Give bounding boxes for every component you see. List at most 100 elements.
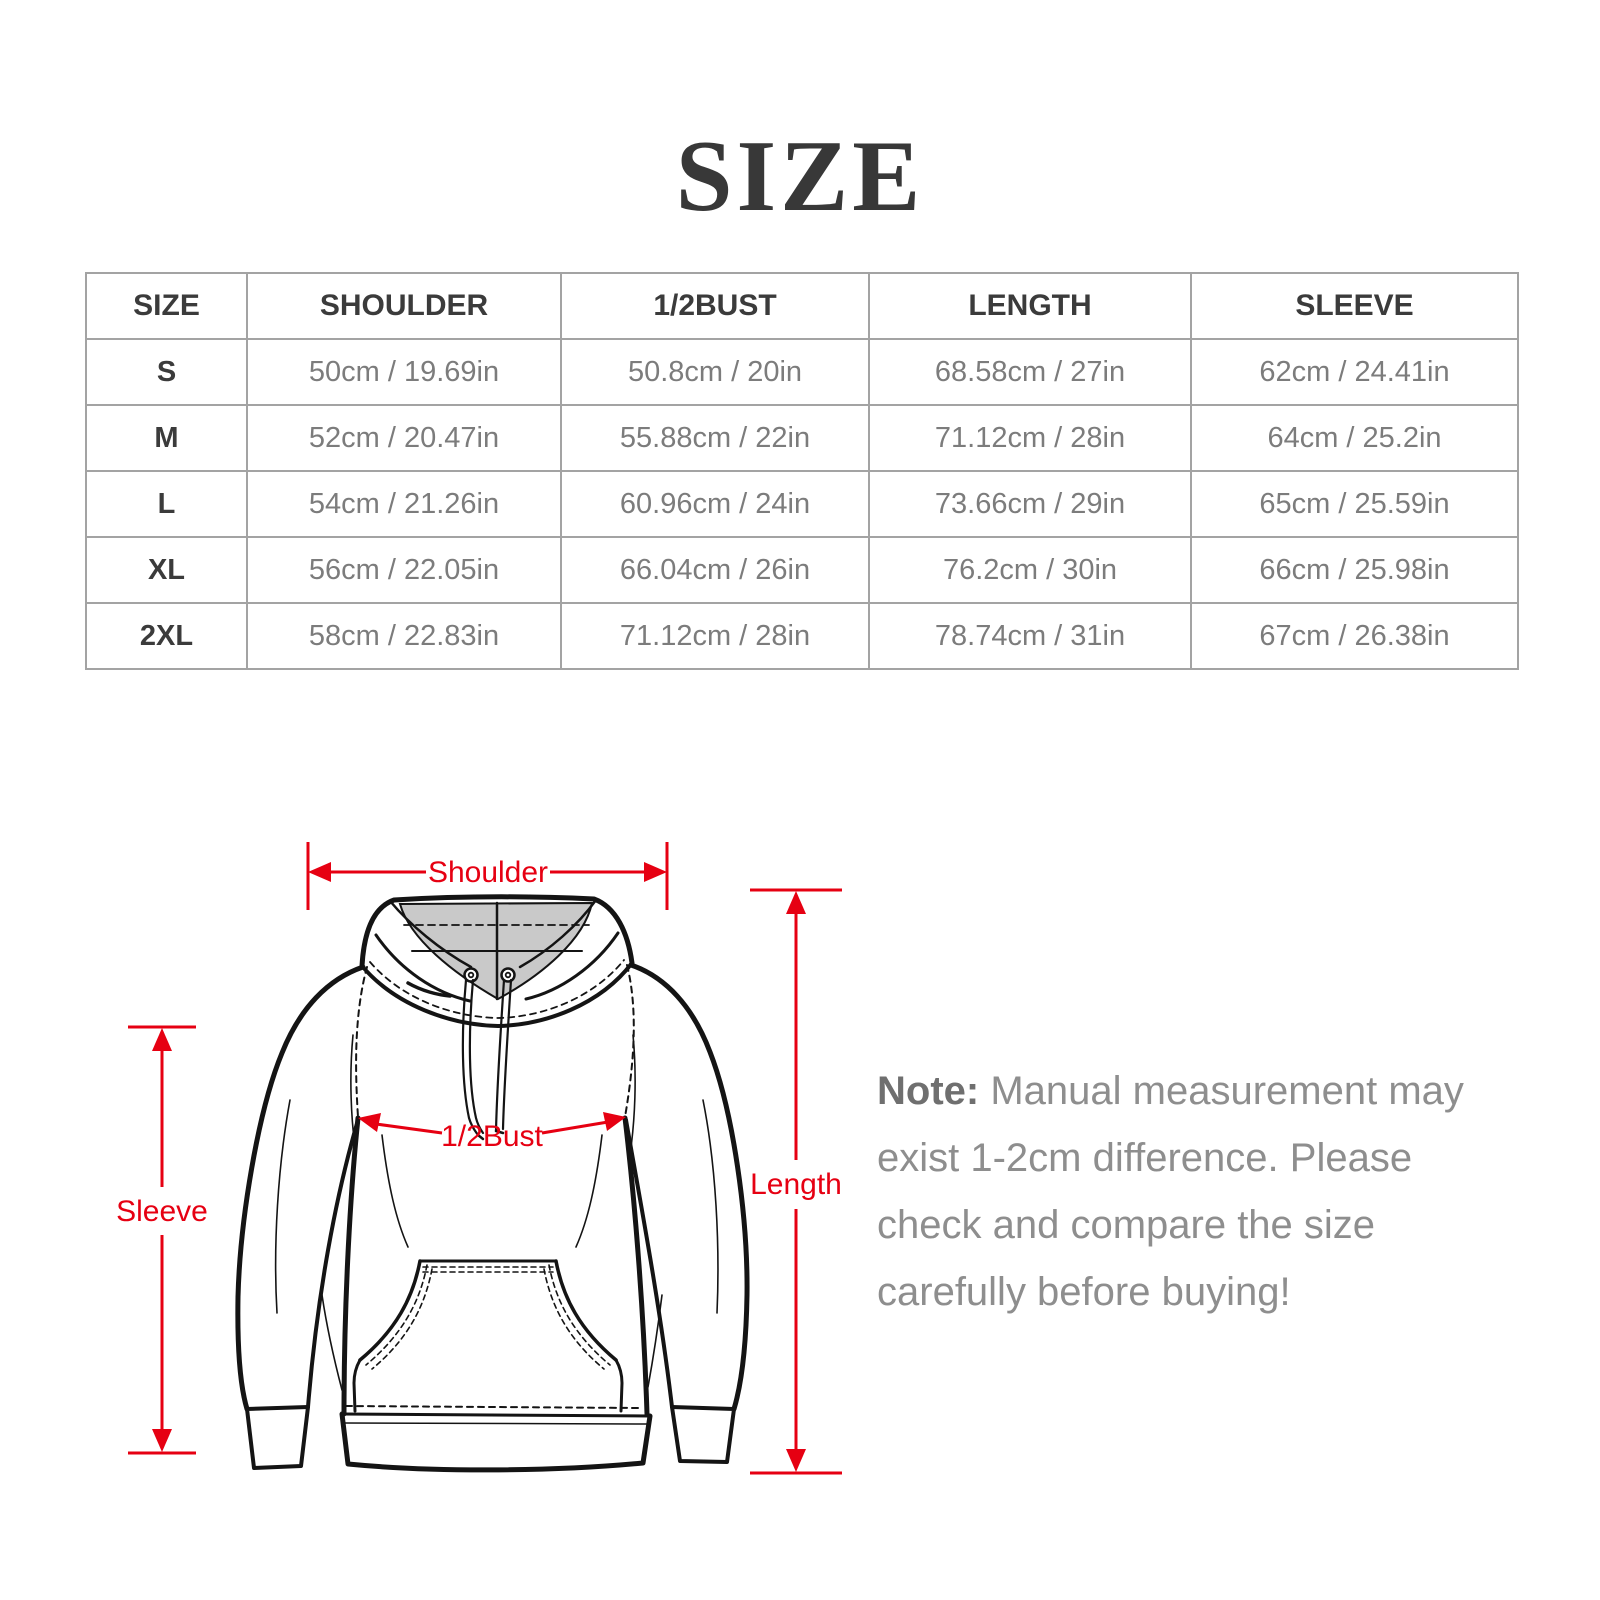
sleeve-left-inner bbox=[306, 1118, 360, 1409]
raglan-seam-left bbox=[355, 966, 368, 1118]
sleeve-left-outer bbox=[235, 964, 366, 1412]
body-left-edge bbox=[341, 1115, 361, 1417]
arrowhead-left bbox=[358, 1113, 381, 1132]
half-bust-label: 1/2Bust bbox=[441, 1120, 543, 1153]
length-label: Length bbox=[750, 1168, 842, 1201]
drawstring-tip bbox=[494, 1129, 505, 1135]
page-title: SIZE bbox=[675, 120, 925, 233]
pocket-stitch bbox=[365, 1264, 428, 1366]
sleeve-right-outer bbox=[628, 962, 750, 1412]
size-table: SIZE SHOULDER 1/2BUST LENGTH SLEEVE S 50… bbox=[85, 272, 1519, 670]
arrowhead-right bbox=[644, 862, 667, 882]
grommet-right bbox=[500, 967, 516, 983]
collar-fold-upper-right bbox=[518, 898, 598, 969]
table-row: XL 56cm / 22.05in 66.04cm / 26in 76.2cm … bbox=[85, 536, 1519, 604]
hem-band-top bbox=[340, 1412, 652, 1418]
sleeve-arrow: Sleeve bbox=[116, 1025, 208, 1455]
arrowhead-up bbox=[786, 891, 806, 914]
cuff-right bbox=[670, 1405, 736, 1464]
sleeve-label: Sleeve bbox=[116, 1195, 208, 1228]
collar-fold-upper-left bbox=[388, 899, 473, 969]
drawstring-right bbox=[494, 978, 506, 1133]
fold-line bbox=[381, 1134, 409, 1248]
cell-shoulder: 58cm / 22.83in bbox=[246, 602, 562, 670]
column-header-size: SIZE bbox=[85, 272, 248, 340]
cell-length: 73.66cm / 29in bbox=[868, 470, 1192, 538]
cell-size: L bbox=[85, 470, 248, 538]
column-header-length: LENGTH bbox=[868, 272, 1192, 340]
cell-sleeve: 62cm / 24.41in bbox=[1190, 338, 1519, 406]
drawstring-left bbox=[468, 978, 485, 1135]
shoulder-label: Shoulder bbox=[428, 856, 548, 889]
collar-stitch bbox=[369, 959, 625, 1019]
raglan-seam-right bbox=[624, 964, 635, 1118]
cell-shoulder: 50cm / 19.69in bbox=[246, 338, 562, 406]
cell-sleeve: 65cm / 25.59in bbox=[1190, 470, 1519, 538]
hoodie-measurement-diagram: Shoulder 1/2Bust Length bbox=[116, 842, 842, 1475]
hood-outline bbox=[359, 894, 635, 969]
cell-bust: 71.12cm / 28in bbox=[560, 602, 870, 670]
pocket-stitch bbox=[543, 1268, 605, 1370]
drawstring-left bbox=[461, 978, 480, 1137]
note-prefix: Note: bbox=[877, 1069, 980, 1113]
cell-sleeve: 66cm / 25.98in bbox=[1190, 536, 1519, 604]
hem-stitch bbox=[345, 1405, 639, 1409]
note-line: check and compare the size bbox=[877, 1203, 1376, 1247]
fold-line bbox=[575, 1134, 603, 1248]
drawstring-right bbox=[501, 978, 513, 1131]
half-bust-arrow: 1/2Bust bbox=[358, 1112, 626, 1153]
column-header-bust: 1/2BUST bbox=[560, 272, 870, 340]
cell-bust: 66.04cm / 26in bbox=[560, 536, 870, 604]
note-line: carefully before buying! bbox=[877, 1270, 1291, 1314]
fold-line bbox=[321, 1294, 343, 1391]
table-row: M 52cm / 20.47in 55.88cm / 22in 71.12cm … bbox=[85, 404, 1519, 472]
note-line: exist 1-2cm difference. Please bbox=[877, 1136, 1413, 1180]
collar-accent-fold bbox=[406, 981, 452, 998]
fold-line bbox=[647, 1294, 663, 1388]
arrowhead-down bbox=[152, 1429, 172, 1452]
collar-fold-right bbox=[524, 931, 620, 1001]
arrowhead-left bbox=[308, 862, 331, 882]
cell-size: S bbox=[85, 338, 248, 406]
cell-size: 2XL bbox=[85, 602, 248, 670]
cell-size: M bbox=[85, 404, 248, 472]
measurement-annotations: Shoulder 1/2Bust Length bbox=[116, 842, 842, 1475]
cell-bust: 50.8cm / 20in bbox=[560, 338, 870, 406]
cell-shoulder: 52cm / 20.47in bbox=[246, 404, 562, 472]
cell-sleeve: 64cm / 25.2in bbox=[1190, 404, 1519, 472]
cell-bust: 60.96cm / 24in bbox=[560, 470, 870, 538]
pocket-stitch bbox=[371, 1268, 433, 1370]
pocket-stitch bbox=[548, 1264, 611, 1366]
cell-length: 76.2cm / 30in bbox=[868, 536, 1192, 604]
note-line: Note: Manual measurement may bbox=[877, 1069, 1464, 1113]
pocket-edge-right bbox=[614, 1358, 624, 1413]
fold-line bbox=[629, 1034, 636, 1156]
cell-size: XL bbox=[85, 536, 248, 604]
hoodie-drawing bbox=[235, 894, 750, 1473]
collar-lower-edge bbox=[360, 961, 634, 1028]
hem-band-outline bbox=[339, 1411, 653, 1473]
arrowhead-right bbox=[603, 1112, 626, 1131]
grommet-right-hole bbox=[504, 971, 512, 979]
shoulder-arrow: Shoulder bbox=[306, 842, 669, 910]
fold-line bbox=[274, 1099, 291, 1314]
cell-length: 78.74cm / 31in bbox=[868, 602, 1192, 670]
table-row: S 50cm / 19.69in 50.8cm / 20in 68.58cm /… bbox=[85, 338, 1519, 406]
hem-band-top-inner bbox=[342, 1422, 649, 1425]
drawstring-tip bbox=[476, 1133, 485, 1141]
fold-line bbox=[350, 1034, 357, 1156]
cuff-left bbox=[245, 1405, 310, 1470]
sleeve-right-inner bbox=[624, 1118, 674, 1409]
grommet-left-hole bbox=[467, 971, 475, 979]
column-header-sleeve: SLEEVE bbox=[1190, 272, 1519, 340]
length-arrow: Length bbox=[750, 888, 842, 1475]
cell-bust: 55.88cm / 22in bbox=[560, 404, 870, 472]
cell-shoulder: 54cm / 21.26in bbox=[246, 470, 562, 538]
arrowhead-up bbox=[152, 1028, 172, 1051]
column-header-shoulder: SHOULDER bbox=[246, 272, 562, 340]
pocket-opening-right bbox=[554, 1259, 618, 1362]
note-text: Note: Manual measurement may exist 1-2cm… bbox=[877, 1058, 1497, 1326]
table-row: 2XL 58cm / 22.83in 71.12cm / 28in 78.74c… bbox=[85, 602, 1519, 670]
grommet-left bbox=[463, 967, 479, 983]
